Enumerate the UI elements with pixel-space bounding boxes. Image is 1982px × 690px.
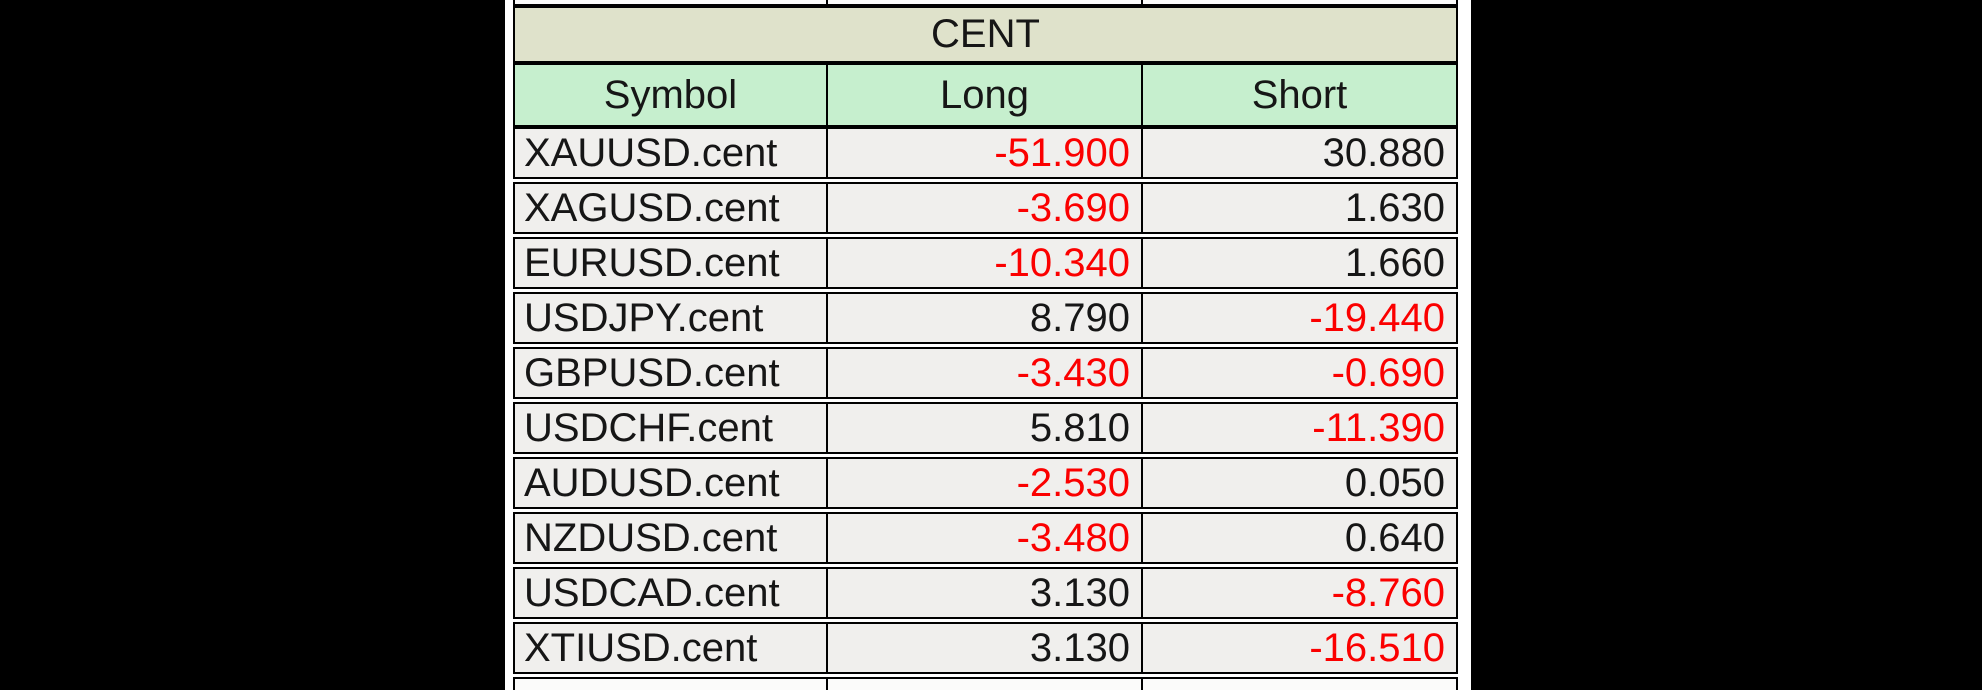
long-cell[interactable]: 5.810 [828, 404, 1143, 452]
letterbox-left [0, 0, 505, 690]
table-row: XAUUSD.cent -51.900 30.880 [513, 127, 1458, 179]
table-row: XTIUSD.cent 3.130 -16.510 [513, 622, 1458, 674]
long-cell[interactable]: 3.130 [828, 569, 1143, 617]
long-cell[interactable]: -3.690 [828, 184, 1143, 232]
spreadsheet-panel: CENT Symbol Long Short XAUUSD.cent -51.9… [505, 0, 1471, 690]
long-cell[interactable]: 3.130 [828, 624, 1143, 672]
table-row: NZDUSD.cent -3.480 0.640 [513, 512, 1458, 564]
table-row: USDCAD.cent 3.130 -8.760 [513, 567, 1458, 619]
short-cell[interactable]: 1.660 [1344, 240, 1445, 285]
table-title-row: CENT [513, 6, 1458, 63]
long-cell[interactable]: -2.530 [828, 459, 1143, 507]
short-cell[interactable]: -8.760 [1331, 570, 1445, 615]
table-row: AUDUSD.cent -2.530 0.050 [513, 457, 1458, 509]
header-cell-short[interactable]: Short [1251, 72, 1348, 117]
short-cell[interactable]: 1.630 [1344, 185, 1445, 230]
table-header-row: Symbol Long Short [513, 63, 1458, 127]
short-cell[interactable]: -16.510 [1309, 625, 1445, 670]
symbol-cell[interactable]: USDJPY.cent [515, 294, 828, 342]
symbol-cell[interactable]: XTIUSD.cent [515, 624, 828, 672]
symbol-cell[interactable]: GBPUSD.cent [515, 349, 828, 397]
short-cell[interactable]: 0.050 [1344, 460, 1445, 505]
symbol-cell[interactable]: USDCAD.cent [515, 569, 828, 617]
long-cell[interactable]: -51.900 [828, 129, 1143, 177]
partial-row-bottom [513, 677, 1458, 690]
symbol-cell[interactable]: NZDUSD.cent [515, 514, 828, 562]
letterbox-right [1471, 0, 1982, 690]
short-cell[interactable]: -19.440 [1309, 295, 1445, 340]
short-cell[interactable]: 30.880 [1322, 130, 1445, 175]
header-cell-long[interactable]: Long [828, 65, 1143, 125]
table-row: USDCHF.cent 5.810 -11.390 [513, 402, 1458, 454]
table-body: XAUUSD.cent -51.900 30.880 XAGUSD.cent -… [513, 127, 1458, 674]
symbol-cell[interactable]: AUDUSD.cent [515, 459, 828, 507]
short-cell[interactable]: 0.640 [1344, 515, 1445, 560]
symbol-cell[interactable]: XAGUSD.cent [515, 184, 828, 232]
symbol-cell[interactable]: XAUUSD.cent [515, 129, 828, 177]
partial-row-top [513, 0, 1458, 6]
header-cell-symbol[interactable]: Symbol [515, 65, 828, 125]
swap-table: CENT Symbol Long Short XAUUSD.cent -51.9… [513, 0, 1458, 690]
table-row: USDJPY.cent 8.790 -19.440 [513, 292, 1458, 344]
table-row: EURUSD.cent -10.340 1.660 [513, 237, 1458, 289]
long-cell[interactable]: -3.480 [828, 514, 1143, 562]
symbol-cell[interactable]: USDCHF.cent [515, 404, 828, 452]
long-cell[interactable]: -10.340 [828, 239, 1143, 287]
short-cell[interactable]: -0.690 [1331, 350, 1445, 395]
table-row: XAGUSD.cent -3.690 1.630 [513, 182, 1458, 234]
long-cell[interactable]: 8.790 [828, 294, 1143, 342]
symbol-cell[interactable]: EURUSD.cent [515, 239, 828, 287]
long-cell[interactable]: -3.430 [828, 349, 1143, 397]
short-cell[interactable]: -11.390 [1312, 405, 1445, 450]
table-row: GBPUSD.cent -3.430 -0.690 [513, 347, 1458, 399]
table-title-cell[interactable]: CENT [931, 12, 1040, 56]
